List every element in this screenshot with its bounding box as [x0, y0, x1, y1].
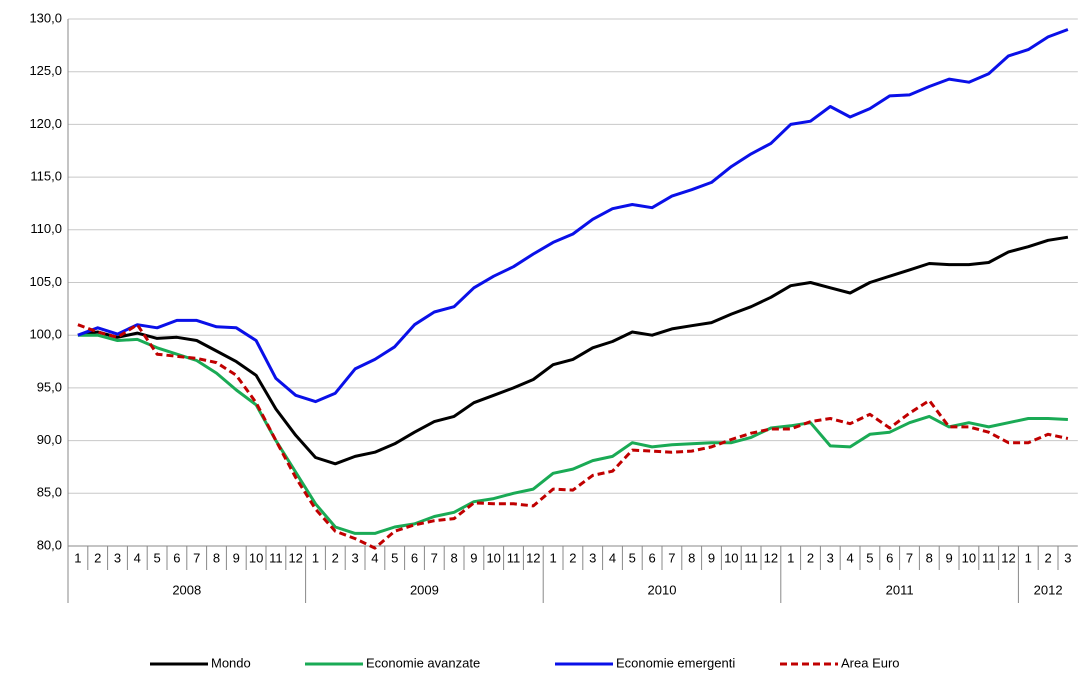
x-tick-label: 4	[371, 550, 378, 565]
series-line	[77, 28, 1069, 404]
y-tick-label: 130,0	[29, 10, 62, 25]
x-tick-label: 7	[193, 550, 200, 565]
x-tick-label: 2	[807, 550, 814, 565]
x-tick-label: 1	[74, 550, 81, 565]
y-tick-label: 105,0	[29, 274, 62, 289]
x-tick-label: 5	[153, 550, 160, 565]
y-tick-label: 100,0	[29, 327, 62, 342]
x-tick-label: 5	[866, 550, 873, 565]
x-tick-label: 1	[1025, 550, 1032, 565]
x-tick-label: 10	[486, 550, 500, 565]
x-tick-label: 6	[411, 550, 418, 565]
x-tick-label: 2	[1044, 550, 1051, 565]
legend-label: Economie avanzate	[366, 655, 480, 670]
series-line	[77, 323, 1069, 550]
x-tick-label: 3	[827, 550, 834, 565]
x-tick-label: 4	[846, 550, 853, 565]
x-tick-label: 3	[114, 550, 121, 565]
x-group-label: 2012	[1034, 582, 1063, 597]
x-tick-label: 3	[351, 550, 358, 565]
x-tick-label: 7	[906, 550, 913, 565]
x-group-label: 2008	[172, 582, 201, 597]
x-group-label: 2010	[648, 582, 677, 597]
x-tick-label: 9	[233, 550, 240, 565]
x-tick-label: 10	[724, 550, 738, 565]
x-tick-label: 2	[569, 550, 576, 565]
x-tick-label: 11	[269, 550, 283, 565]
x-tick-label: 3	[589, 550, 596, 565]
x-tick-label: 9	[945, 550, 952, 565]
series-line	[77, 235, 1069, 466]
x-tick-label: 5	[629, 550, 636, 565]
x-tick-label: 9	[470, 550, 477, 565]
x-group-label: 2011	[886, 582, 914, 597]
x-tick-label: 12	[288, 550, 302, 565]
x-tick-label: 8	[450, 550, 457, 565]
x-tick-label: 12	[526, 550, 540, 565]
y-tick-label: 80,0	[37, 537, 62, 552]
x-tick-label: 4	[134, 550, 141, 565]
x-tick-label: 8	[213, 550, 220, 565]
legend-label: Economie emergenti	[616, 655, 735, 670]
x-tick-label: 6	[886, 550, 893, 565]
x-group-label: 2009	[410, 582, 439, 597]
x-tick-label: 3	[1064, 550, 1071, 565]
x-tick-label: 1	[787, 550, 794, 565]
x-tick-label: 10	[962, 550, 976, 565]
x-tick-label: 7	[668, 550, 675, 565]
y-tick-label: 125,0	[29, 63, 62, 78]
x-tick-label: 8	[688, 550, 695, 565]
x-tick-label: 11	[507, 550, 521, 565]
x-tick-label: 6	[648, 550, 655, 565]
x-tick-label: 7	[431, 550, 438, 565]
x-tick-label: 11	[744, 550, 758, 565]
legend-label: Mondo	[211, 655, 251, 670]
x-tick-label: 6	[173, 550, 180, 565]
y-tick-label: 95,0	[37, 379, 62, 394]
series-line	[77, 333, 1068, 535]
x-tick-label: 2	[332, 550, 339, 565]
x-tick-label: 11	[982, 550, 996, 565]
x-tick-label: 9	[708, 550, 715, 565]
y-tick-label: 115,0	[30, 169, 62, 184]
y-tick-label: 120,0	[29, 116, 62, 131]
x-tick-label: 5	[391, 550, 398, 565]
x-tick-label: 10	[249, 550, 263, 565]
y-tick-label: 110,0	[30, 221, 62, 236]
x-tick-label: 2	[94, 550, 101, 565]
legend-label: Area Euro	[841, 655, 900, 670]
x-tick-label: 1	[312, 550, 319, 565]
y-tick-label: 85,0	[37, 485, 62, 500]
x-tick-label: 8	[926, 550, 933, 565]
x-tick-label: 4	[609, 550, 616, 565]
x-tick-label: 1	[549, 550, 556, 565]
y-tick-label: 90,0	[37, 432, 62, 447]
x-tick-label: 12	[764, 550, 778, 565]
x-tick-label: 12	[1001, 550, 1015, 565]
